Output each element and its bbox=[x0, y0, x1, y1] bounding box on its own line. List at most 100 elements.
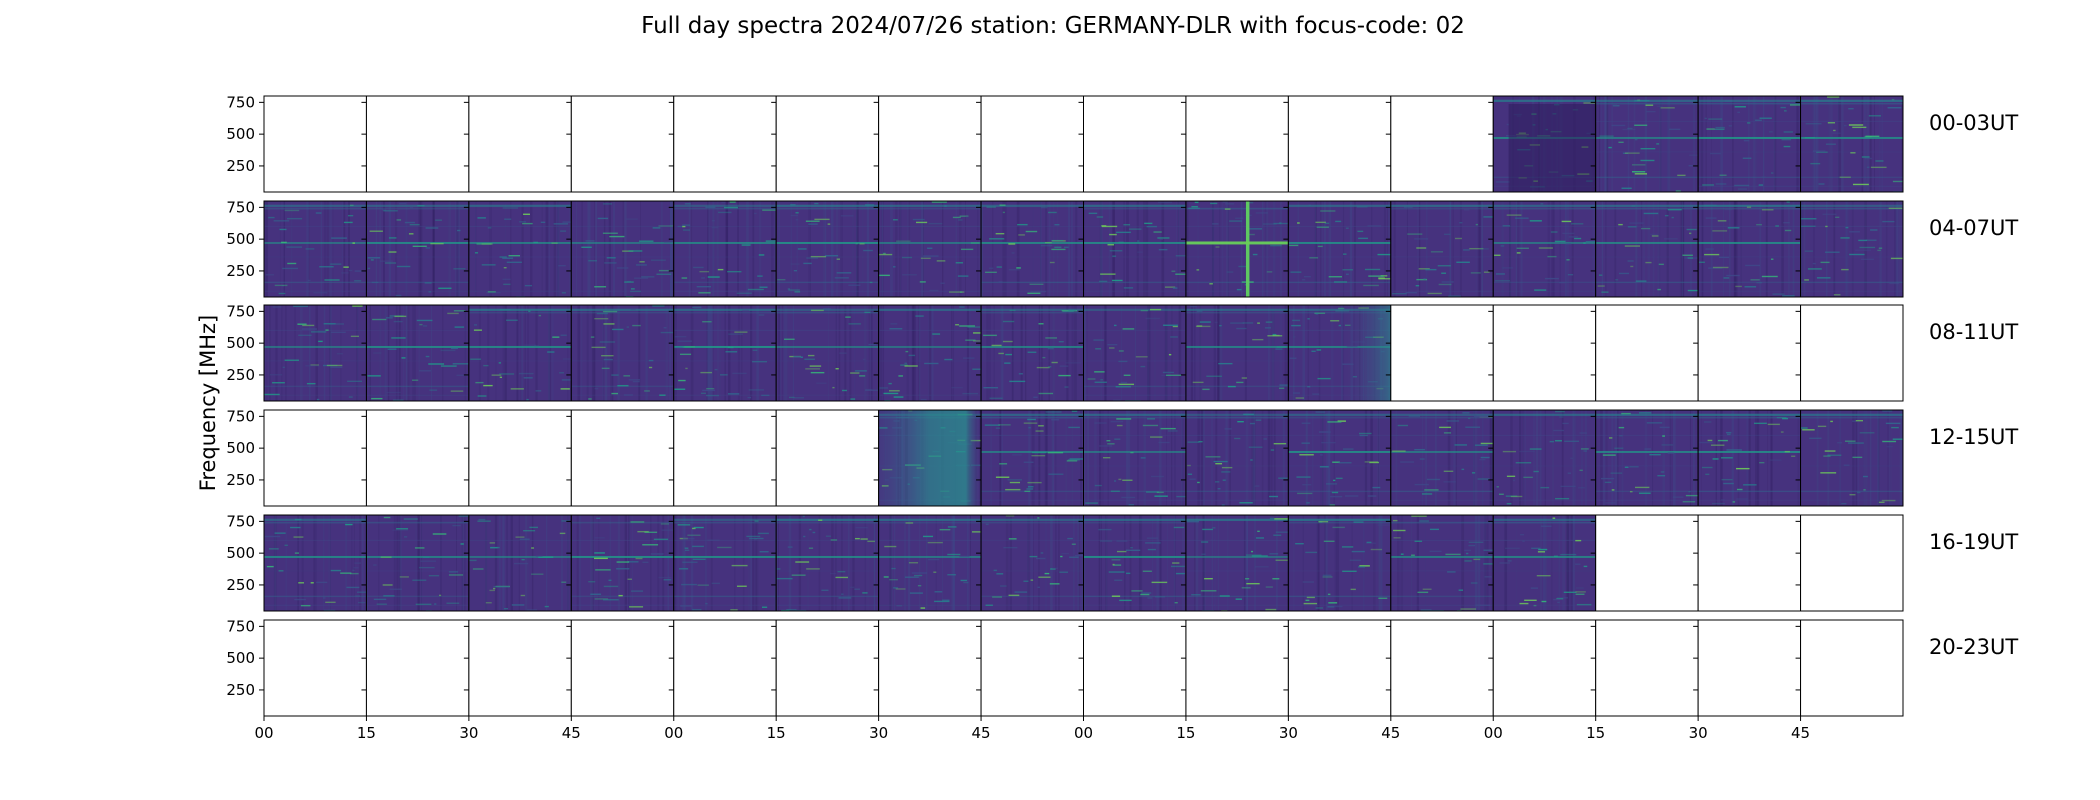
signal-speck bbox=[838, 597, 852, 599]
streak bbox=[1333, 410, 1335, 506]
streak bbox=[1542, 515, 1545, 611]
streak bbox=[1202, 515, 1205, 611]
spectrum-panel bbox=[1180, 514, 1289, 612]
signal-speck bbox=[348, 269, 353, 272]
rfi-band bbox=[776, 394, 879, 396]
streak bbox=[274, 515, 277, 611]
streak bbox=[1066, 305, 1069, 401]
y-tick-label: 500 bbox=[226, 544, 255, 562]
signal-speck bbox=[417, 204, 425, 207]
streak bbox=[670, 201, 673, 297]
streak bbox=[454, 201, 457, 297]
signal-speck bbox=[1529, 220, 1542, 222]
row-time-label: 16-19UT bbox=[1929, 530, 2018, 554]
signal-speck bbox=[419, 370, 432, 372]
rfi-band bbox=[1288, 290, 1391, 292]
signal-speck bbox=[1848, 107, 1854, 110]
signal-speck bbox=[1317, 245, 1323, 248]
signal-speck bbox=[1058, 340, 1064, 343]
streak bbox=[1693, 96, 1696, 192]
y-tick-label: 500 bbox=[226, 649, 255, 667]
signal-speck bbox=[1706, 128, 1715, 130]
streak bbox=[918, 305, 920, 401]
signal-speck bbox=[535, 555, 543, 557]
streak bbox=[1491, 410, 1493, 506]
panel-background bbox=[776, 410, 879, 506]
signal-speck bbox=[1500, 245, 1505, 247]
signal-speck bbox=[1441, 281, 1454, 283]
signal-speck bbox=[1157, 201, 1173, 204]
signal-speck bbox=[1820, 472, 1837, 474]
signal-speck bbox=[358, 601, 366, 604]
signal-speck bbox=[717, 268, 724, 271]
panel-background bbox=[571, 201, 674, 297]
streak bbox=[1393, 201, 1396, 297]
signal-speck bbox=[883, 576, 889, 578]
signal-speck bbox=[1553, 429, 1564, 432]
signal-speck bbox=[679, 568, 689, 570]
streak bbox=[1305, 410, 1308, 506]
signal-speck bbox=[485, 602, 492, 604]
streak bbox=[1170, 410, 1173, 506]
rfi-band bbox=[776, 360, 879, 362]
signal-speck bbox=[959, 215, 969, 217]
y-tick-label: 750 bbox=[226, 93, 255, 111]
signal-speck bbox=[972, 340, 982, 342]
signal-speck bbox=[352, 305, 363, 307]
signal-speck bbox=[1717, 439, 1728, 442]
signal-speck bbox=[347, 214, 354, 217]
streak bbox=[1325, 515, 1328, 611]
streak bbox=[1020, 305, 1023, 401]
signal-speck bbox=[1112, 255, 1117, 257]
signal-speck bbox=[1664, 214, 1669, 217]
signal-speck bbox=[1199, 321, 1211, 323]
rfi-band bbox=[1185, 539, 1289, 542]
rfi-band bbox=[1595, 204, 1699, 207]
signal-speck bbox=[705, 206, 716, 208]
signal-speck bbox=[1499, 562, 1511, 564]
signal-speck bbox=[677, 524, 691, 526]
streak bbox=[669, 305, 671, 401]
streak bbox=[355, 305, 359, 401]
signal-speck bbox=[1556, 598, 1564, 600]
signal-speck bbox=[914, 574, 923, 577]
streak bbox=[870, 305, 873, 401]
streak bbox=[1371, 410, 1374, 506]
rfi-band bbox=[1595, 416, 1699, 419]
signal-speck bbox=[1269, 553, 1279, 555]
streak bbox=[674, 305, 677, 401]
streak bbox=[558, 201, 560, 297]
rfi-band bbox=[1083, 521, 1186, 524]
streak bbox=[1800, 201, 1804, 297]
signal-speck bbox=[1437, 265, 1451, 267]
signal-speck bbox=[1038, 425, 1044, 427]
streak bbox=[1611, 410, 1614, 506]
signal-speck bbox=[1085, 502, 1099, 504]
spectrum-panel bbox=[771, 95, 880, 193]
signal-speck bbox=[1325, 483, 1338, 485]
streak bbox=[313, 515, 315, 611]
signal-speck bbox=[1275, 348, 1283, 350]
signal-speck bbox=[1351, 550, 1365, 553]
signal-speck bbox=[1175, 572, 1185, 575]
streak bbox=[1584, 410, 1587, 506]
rfi-band bbox=[776, 281, 879, 284]
streak bbox=[1395, 410, 1398, 506]
signal-speck bbox=[1622, 128, 1636, 131]
streak bbox=[1797, 96, 1800, 192]
streak bbox=[1254, 515, 1256, 611]
signal-speck bbox=[1316, 226, 1329, 228]
signal-speck bbox=[367, 375, 381, 377]
signal-speck bbox=[800, 356, 803, 358]
streak bbox=[1720, 96, 1723, 192]
signal-speck bbox=[1855, 419, 1863, 422]
signal-speck bbox=[404, 221, 415, 224]
signal-speck bbox=[389, 588, 402, 590]
panel-background bbox=[264, 620, 367, 716]
signal-speck bbox=[1660, 107, 1675, 109]
streak bbox=[1601, 201, 1604, 297]
signal-speck bbox=[531, 547, 535, 549]
streak bbox=[1740, 201, 1742, 297]
rfi-band bbox=[571, 241, 674, 244]
signal-speck bbox=[818, 519, 823, 521]
